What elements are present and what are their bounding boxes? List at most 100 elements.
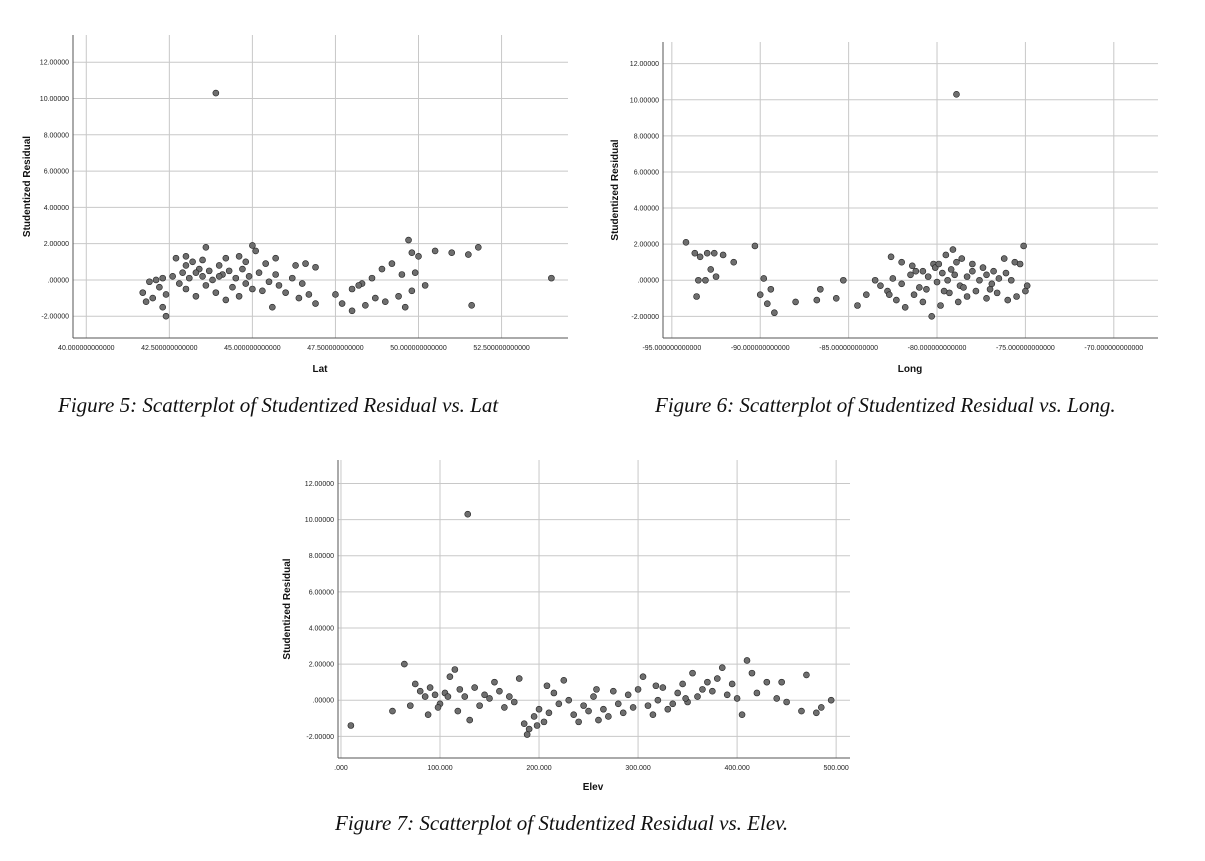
data-point — [753, 689, 761, 697]
data-point — [388, 260, 396, 267]
x-tick-label: -95.000000000000 — [642, 345, 701, 352]
x-tick-label: 52.500000000000 — [473, 345, 530, 352]
data-point — [381, 298, 389, 306]
x-axis-label: Lat — [313, 364, 329, 375]
x-tick-label: -90.000000000000 — [731, 345, 790, 352]
data-point — [707, 266, 715, 273]
data-point — [262, 260, 269, 267]
data-point — [192, 269, 200, 276]
data-point — [510, 698, 518, 706]
data-point — [389, 707, 396, 715]
y-tick-label: 4.00000 — [44, 205, 69, 212]
data-point — [434, 704, 442, 711]
data-point — [751, 242, 759, 250]
data-point — [222, 254, 230, 262]
data-point — [887, 253, 895, 261]
data-point — [209, 276, 216, 284]
data-point — [590, 693, 597, 700]
data-point — [372, 294, 379, 302]
figure-6-caption: Figure 6: Scatterplot of Studentized Res… — [655, 393, 1116, 417]
data-point — [840, 276, 847, 284]
data-point — [983, 294, 990, 302]
data-point — [448, 249, 456, 257]
data-point — [368, 274, 376, 282]
y-tick-label: 10.00000 — [630, 97, 659, 104]
data-point — [1016, 260, 1024, 268]
figure-7: .000 100.000 200.000 300.000 400.000 500.000 -… — [0, 440, 1205, 861]
data-point — [185, 274, 193, 282]
data-point — [347, 722, 355, 729]
data-point — [942, 251, 950, 259]
y-tick-label: -2.00000 — [41, 314, 69, 321]
data-point — [767, 285, 775, 293]
x-tick-label: 50.000000000000 — [390, 345, 447, 352]
data-point — [919, 298, 927, 306]
data-point — [242, 258, 250, 266]
data-point — [908, 262, 916, 270]
data-point — [600, 705, 607, 713]
data-point — [471, 684, 478, 691]
data-point — [378, 265, 386, 273]
data-point — [898, 280, 905, 288]
data-point — [935, 260, 943, 268]
data-point — [189, 258, 196, 266]
data-point — [481, 691, 488, 699]
data-point — [863, 291, 870, 298]
data-point — [614, 700, 622, 708]
y-tick-label: 10.00000 — [40, 96, 69, 103]
data-point — [501, 704, 508, 711]
y-tick-label: .00000 — [313, 698, 335, 705]
data-point — [792, 298, 799, 306]
data-point — [986, 285, 994, 293]
data-point — [885, 291, 893, 298]
data-point — [465, 251, 472, 258]
data-point — [225, 267, 233, 275]
data-point — [535, 705, 543, 713]
y-tick-label: 10.00000 — [305, 517, 334, 524]
y-tick-label: 6.00000 — [634, 169, 659, 176]
data-point — [212, 89, 220, 97]
data-point — [408, 287, 416, 295]
data-point — [674, 689, 681, 697]
y-tick-label: 6.00000 — [44, 169, 69, 176]
data-point — [506, 693, 513, 700]
data-point — [431, 247, 439, 255]
data-point — [415, 253, 422, 260]
data-point — [923, 285, 930, 293]
data-point — [871, 276, 879, 284]
figure-5-caption: Figure 5: Scatterplot of Studentized Res… — [58, 393, 499, 417]
data-point — [406, 702, 414, 709]
data-point — [555, 700, 563, 708]
data-point — [949, 246, 957, 253]
data-point — [421, 693, 429, 700]
data-point — [288, 274, 296, 282]
figure-5: 40.000000000000 42.500000000000 45.0000000… — [0, 0, 600, 430]
data-point — [548, 274, 555, 282]
data-point — [205, 267, 213, 275]
data-point — [159, 274, 166, 282]
data-point — [162, 291, 170, 298]
figure-7-caption: Figure 7: Scatterplot of Studentized Res… — [335, 811, 789, 835]
data-point — [215, 262, 223, 269]
y-tick-label: 12.00000 — [630, 61, 659, 68]
data-point — [454, 707, 462, 715]
data-point — [411, 269, 419, 276]
y-axis-label: Studentized Residual — [282, 558, 293, 659]
data-point — [255, 269, 263, 276]
data-point — [709, 687, 716, 695]
data-point — [176, 280, 183, 287]
data-point — [338, 300, 346, 307]
data-point — [456, 686, 464, 693]
data-point — [169, 273, 176, 280]
data-point — [718, 664, 726, 671]
data-point — [669, 700, 677, 708]
data-point — [877, 282, 884, 289]
y-tick-label: -2.00000 — [306, 734, 334, 741]
scatterplot-elev: .000 100.000 200.000 300.000 400.000 500.000 -… — [282, 460, 850, 793]
data-point — [756, 291, 764, 298]
y-tick-label: 12.00000 — [305, 481, 334, 488]
data-point — [312, 263, 319, 271]
data-point — [139, 289, 147, 296]
data-point — [520, 720, 528, 727]
x-tick-label: -80.000000000000 — [908, 345, 967, 352]
